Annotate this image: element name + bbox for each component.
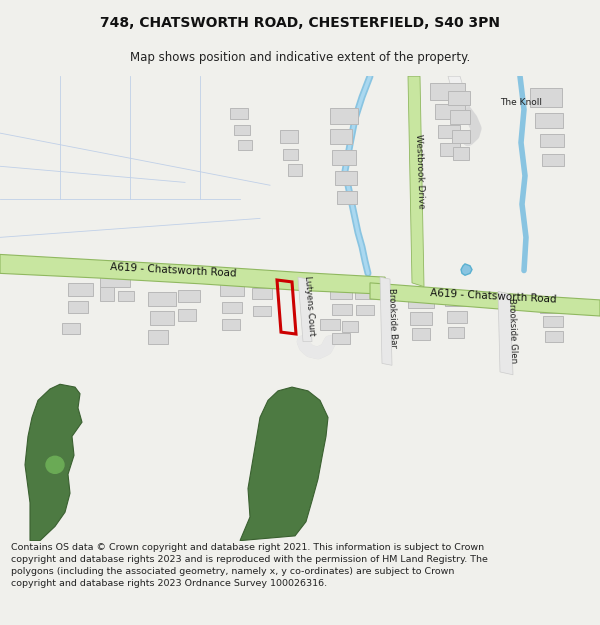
Text: A619 - Chatsworth Road: A619 - Chatsworth Road (430, 288, 557, 304)
Text: Lutyens Court: Lutyens Court (304, 275, 317, 336)
Polygon shape (408, 76, 424, 287)
Polygon shape (430, 83, 465, 100)
Polygon shape (68, 283, 93, 296)
Polygon shape (498, 291, 513, 375)
Polygon shape (253, 306, 271, 316)
Polygon shape (222, 302, 242, 313)
Polygon shape (543, 316, 563, 328)
Polygon shape (448, 328, 464, 338)
Polygon shape (540, 134, 564, 148)
Polygon shape (178, 309, 196, 321)
Polygon shape (283, 149, 298, 159)
Polygon shape (412, 328, 430, 340)
Polygon shape (445, 293, 469, 306)
Polygon shape (148, 292, 176, 306)
Polygon shape (330, 109, 358, 124)
Polygon shape (118, 291, 134, 301)
Polygon shape (450, 111, 470, 124)
Polygon shape (320, 319, 340, 330)
Polygon shape (452, 130, 470, 142)
Polygon shape (25, 384, 82, 541)
Text: 748, CHATSWORTH ROAD, CHESTERFIELD, S40 3PN: 748, CHATSWORTH ROAD, CHESTERFIELD, S40 … (100, 16, 500, 30)
Polygon shape (332, 333, 350, 344)
Polygon shape (240, 387, 328, 541)
Text: A619 - Chatsworth Road: A619 - Chatsworth Road (110, 262, 237, 279)
Circle shape (46, 456, 64, 473)
Polygon shape (148, 330, 168, 344)
Polygon shape (220, 284, 244, 296)
Polygon shape (535, 113, 563, 128)
Text: Contains OS data © Crown copyright and database right 2021. This information is : Contains OS data © Crown copyright and d… (11, 543, 488, 588)
Polygon shape (380, 277, 392, 365)
Polygon shape (62, 322, 80, 334)
Polygon shape (342, 321, 358, 332)
Polygon shape (355, 288, 375, 299)
Polygon shape (448, 91, 470, 104)
Text: Map shows position and indicative extent of the property.: Map shows position and indicative extent… (130, 51, 470, 64)
Polygon shape (178, 291, 200, 302)
Polygon shape (298, 277, 312, 342)
Polygon shape (530, 88, 562, 107)
Polygon shape (435, 104, 465, 119)
Polygon shape (238, 140, 252, 150)
Polygon shape (68, 301, 88, 313)
Polygon shape (542, 154, 564, 166)
Polygon shape (288, 164, 302, 176)
Polygon shape (370, 277, 385, 299)
Polygon shape (540, 302, 565, 313)
Polygon shape (330, 129, 352, 144)
Polygon shape (545, 331, 563, 342)
Polygon shape (440, 142, 460, 156)
Polygon shape (410, 312, 432, 324)
Polygon shape (280, 130, 298, 142)
Text: Brookside Bar: Brookside Bar (388, 288, 398, 348)
Polygon shape (332, 304, 352, 315)
Polygon shape (150, 311, 174, 324)
Polygon shape (370, 283, 600, 316)
Polygon shape (0, 254, 385, 294)
Polygon shape (438, 124, 460, 138)
Polygon shape (453, 148, 469, 159)
Text: Brookside Glen: Brookside Glen (508, 298, 518, 363)
Polygon shape (222, 319, 240, 330)
Polygon shape (330, 287, 352, 299)
Polygon shape (100, 272, 130, 287)
Text: Westbrook Drive: Westbrook Drive (414, 134, 426, 209)
Polygon shape (335, 171, 357, 185)
Polygon shape (332, 150, 356, 166)
Polygon shape (100, 287, 114, 301)
Polygon shape (230, 107, 248, 119)
Polygon shape (448, 76, 470, 112)
Polygon shape (252, 288, 272, 299)
Polygon shape (356, 304, 374, 315)
Polygon shape (408, 296, 434, 308)
Polygon shape (461, 264, 472, 275)
Text: The Knoll: The Knoll (500, 98, 542, 107)
Polygon shape (234, 124, 250, 135)
Polygon shape (447, 311, 467, 322)
Polygon shape (337, 191, 357, 204)
